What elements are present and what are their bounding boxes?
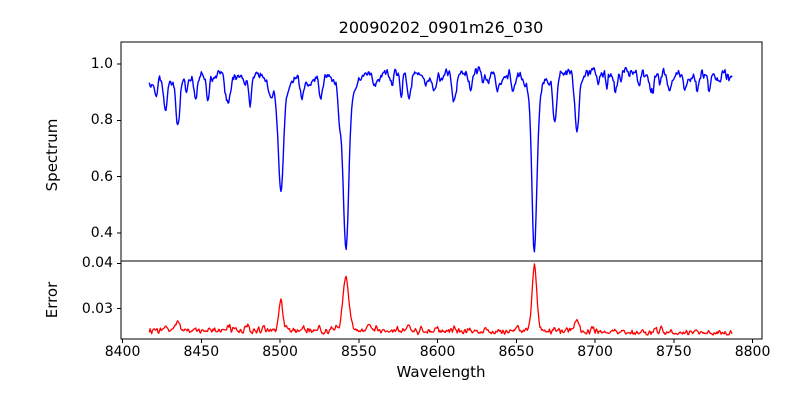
x-tick-label: 8700 xyxy=(577,344,613,360)
x-tick-label: 8400 xyxy=(104,344,141,360)
x-tick-label: 8750 xyxy=(655,344,692,360)
x-tick-label: 8550 xyxy=(340,344,377,360)
y-tick-label: 0.4 xyxy=(90,225,113,242)
plot-title: 20090202_0901m26_030 xyxy=(338,18,544,37)
y-tick-label: 1.0 xyxy=(90,55,113,72)
y-tick-label: 0.6 xyxy=(90,168,113,185)
x-tick-label: 8500 xyxy=(262,344,298,360)
x-tick-label: 8600 xyxy=(419,344,456,360)
y-tick-label: 0.04 xyxy=(81,255,113,272)
x-tick-label: 8650 xyxy=(498,344,535,360)
y-tick-label: 0.03 xyxy=(81,300,113,317)
y-tick-label: 0.8 xyxy=(90,112,113,129)
spectrum-line xyxy=(148,66,733,253)
x-axis-label: Wavelength xyxy=(396,363,486,381)
panel-border-error xyxy=(120,260,763,340)
x-tick-label: 8800 xyxy=(734,344,771,360)
y-axis-label-spectrum: Spectrum xyxy=(43,118,61,192)
error-line xyxy=(148,263,733,336)
x-tick-label: 8450 xyxy=(183,344,220,360)
y-axis-label-error: Error xyxy=(43,281,61,319)
